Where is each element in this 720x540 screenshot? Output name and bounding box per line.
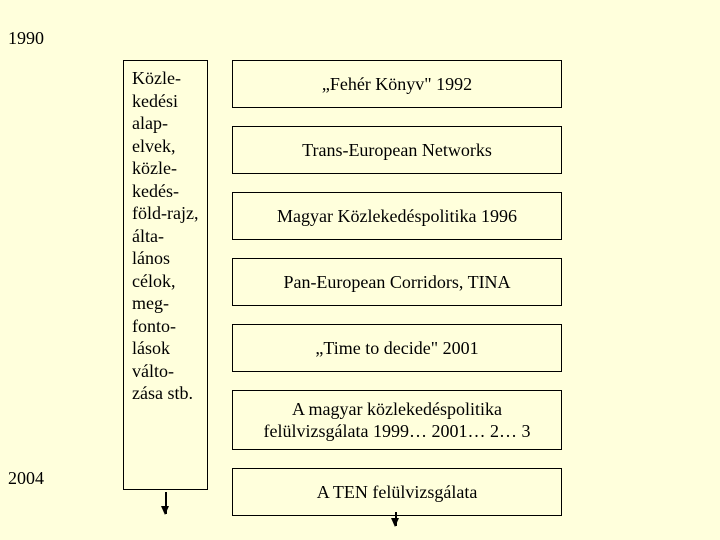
year-start-label: 1990 [8, 28, 44, 49]
year-end-label: 2004 [8, 468, 44, 489]
timeline-item: Trans-European Networks [232, 126, 562, 174]
arrow-down-icon [395, 512, 397, 526]
timeline-item: A TEN felülvizsgálata [232, 468, 562, 516]
arrow-down-icon [165, 492, 167, 514]
timeline-item: A magyar közlekedéspolitika felülvizsgál… [232, 390, 562, 450]
right-column: „Fehér Könyv" 1992 Trans-European Networ… [232, 60, 562, 516]
timeline-item: „Fehér Könyv" 1992 [232, 60, 562, 108]
timeline-item: Magyar Közlekedéspolitika 1996 [232, 192, 562, 240]
timeline-item: „Time to decide" 2001 [232, 324, 562, 372]
left-column-box: Közle-kedési alap-elvek, közle-kedés-föl… [123, 60, 208, 490]
timeline-item: Pan-European Corridors, TINA [232, 258, 562, 306]
